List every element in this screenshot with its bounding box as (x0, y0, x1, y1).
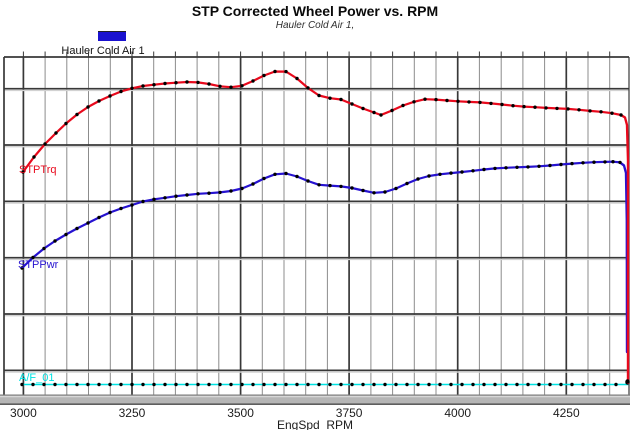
curve-af01[interactable] (20, 380, 630, 387)
run-end-dot (625, 379, 630, 384)
chart-title: STP Corrected Wheel Power vs. RPM (191, 3, 439, 19)
x-tick-3750: 3750 (335, 406, 363, 420)
legend-swatch[interactable] (98, 31, 126, 41)
series-label-af01: A/F_01 (19, 372, 55, 384)
x-tick-3000: 3000 (10, 406, 37, 420)
x-tick-4250: 4250 (552, 406, 580, 420)
vertical-gridlines (22, 51, 611, 395)
x-axis-bar (0, 394, 630, 406)
curve-stptrq[interactable] (21, 69, 630, 385)
curve-stppwr[interactable] (20, 160, 629, 354)
x-tick-3500: 3500 (227, 406, 254, 420)
x-tick-4000: 4000 (444, 406, 472, 420)
series-label-stptrq: STPTrq (19, 164, 57, 176)
x-tick-3250: 3250 (118, 406, 146, 420)
chart-subtitle: Hauler Cold Air 1, (275, 20, 355, 31)
series-label-stppwr: STPPwr (18, 259, 59, 271)
x-axis-title: EngSpd RPM (276, 418, 354, 430)
horizontal-gridlines (4, 87, 629, 373)
legend-label: Hauler Cold Air 1 (61, 45, 145, 57)
